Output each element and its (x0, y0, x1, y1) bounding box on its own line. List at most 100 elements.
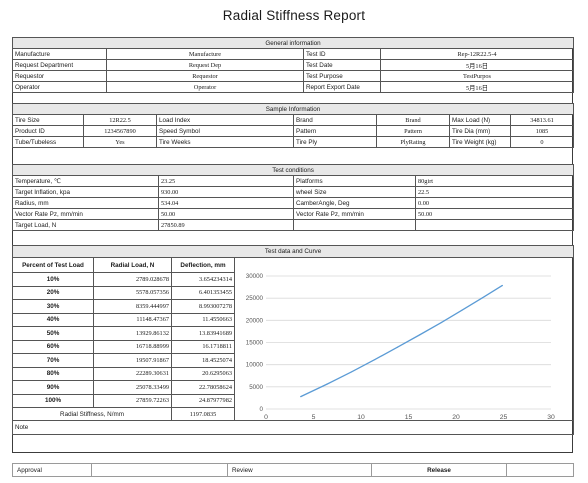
y-tick-label: 20000 (246, 317, 264, 324)
deflection-cell: 3.654234314 (171, 272, 235, 287)
col-header-radial-load: Radial Load, N (93, 257, 172, 273)
label-wheel-size: wheel Size (293, 186, 416, 198)
radial-stiffness-value: 1197.0835 (171, 407, 235, 421)
approval-field[interactable] (91, 463, 228, 477)
general-info-table: General information Manufacture Manufact… (12, 37, 574, 93)
y-tick-label: 25000 (246, 295, 264, 302)
table-row: 40% 11148.47367 11.4550663 (12, 312, 574, 327)
deflection-cell: 11.4550663 (171, 312, 235, 327)
x-tick-label: 30 (547, 414, 555, 421)
label-load-index: Load Index (156, 114, 294, 126)
value-target-load: 27850.89 (158, 219, 294, 231)
chart-data-point (501, 284, 503, 287)
label-camber-angle: CamberAngle, Deg (293, 197, 416, 209)
value-test-date: 5月16日 (380, 59, 574, 71)
label-speed-symbol: Speed Symbol (156, 125, 294, 137)
percent-cell: 100% (12, 393, 94, 408)
section-header-conditions: Test conditions (11, 164, 575, 176)
percent-cell: 70% (12, 353, 94, 368)
stiffness-chart: 0 5000 10000 15000 20000 25000 30000 0 5 10 15 20 2… (246, 273, 555, 421)
value-requestor: Requestor (106, 70, 304, 82)
y-tick-label: 30000 (246, 273, 264, 280)
radial-stiffness-label: Radial Stiffness, N/mm (12, 407, 172, 421)
radial-load-cell: 13929.86132 (93, 326, 172, 341)
label-max-load: Max Load (N) (449, 114, 511, 126)
radial-load-cell: 27859.72263 (93, 393, 172, 408)
label-target-inflation: Target Inflation, kpa (12, 186, 159, 198)
label-operator: Operator (12, 81, 107, 93)
chart-points (300, 284, 503, 398)
deflection-cell: 22.78058624 (171, 380, 235, 395)
label-report-export-date: Report Export Date (303, 81, 381, 93)
table-row: 30% 8359.444997 8.993007278 (12, 299, 574, 314)
deflection-cell: 16.1718811 (171, 339, 235, 354)
chart-data-point (326, 383, 328, 385)
value-tire-weight: 0 (510, 136, 574, 148)
y-tick-label: 15000 (246, 340, 264, 347)
table-row: 50% 13929.86132 13.83941689 (12, 326, 574, 341)
label-vector-rate-1: Vector Rate Pz, mm/min (12, 208, 159, 220)
note-label: Note (11, 420, 575, 435)
section-header-general: General information (12, 37, 574, 49)
percent-cell: 10% (12, 272, 94, 287)
test-data-table: Test data and Curve Percent of Test Load… (11, 245, 575, 435)
chart-data-point (374, 358, 376, 361)
value-vector-rate-2: 50.00 (414, 208, 575, 220)
deflection-cell: 20.6295063 (171, 366, 235, 381)
label-tire-ply: Tire Ply (293, 136, 377, 148)
value-pattern: Pattern (376, 125, 450, 137)
section-header-sample: Sample Information (12, 103, 574, 115)
deflection-cell: 18.4525074 (171, 353, 235, 368)
y-tick-label: 10000 (246, 362, 264, 369)
y-tick-label: 0 (260, 406, 264, 413)
label-vector-rate-2: Vector Rate Pz, mm/min (293, 208, 416, 220)
label-manufacture: Manufacture (12, 48, 107, 60)
value-report-export-date: 5月16日 (380, 81, 574, 93)
x-tick-label: 10 (357, 414, 365, 421)
radial-load-cell: 22289.30631 (93, 366, 172, 381)
label-test-id: Test ID (303, 48, 381, 60)
label-test-date: Test Date (303, 59, 381, 71)
label-temperature: Temperature, ℃ (12, 175, 159, 187)
value-wheel-size: 22.5 (414, 186, 575, 198)
table-row: 100% 27859.72263 24.87977982 (12, 393, 574, 408)
col-header-percent: Percent of Test Load (12, 257, 94, 273)
label-tire-weeks: Tire Weeks (156, 136, 294, 148)
chart-data-point (300, 396, 302, 398)
deflection-cell: 13.83941689 (171, 326, 235, 341)
table-row: 80% 22289.30631 20.6295063 (12, 366, 574, 381)
chart-data-point (440, 321, 442, 324)
radial-load-cell: 16718.88999 (93, 339, 172, 354)
chart-series-line (300, 284, 503, 398)
section-header-testdata: Test data and Curve (11, 245, 575, 258)
x-tick-label: 25 (500, 414, 508, 421)
label-product-id: Product ID (12, 125, 84, 137)
radial-load-cell: 8359.444997 (93, 299, 172, 314)
x-tick-label: 0 (264, 414, 268, 421)
value-test-id: Rep-12R22.5-4 (380, 48, 574, 60)
x-tick-label: 5 (312, 414, 316, 421)
chart-y-ticks: 0 5000 10000 15000 20000 25000 30000 (246, 273, 264, 413)
x-tick-label: 20 (452, 414, 460, 421)
label-tire-size: Tire Size (12, 114, 84, 126)
value-tire-ply: PlyRating (376, 136, 450, 148)
test-conditions-table: Test conditions Temperature, ℃ 23.25 Pla… (11, 164, 575, 231)
sample-info-table: Sample Information Tire Size 12R22.5 Loa… (12, 103, 574, 148)
label-target-load: Target Load, N (12, 219, 159, 231)
label-tire-dia: Tire Dia (mm) (449, 125, 511, 137)
value-tube-tubeless: Yes (83, 136, 157, 148)
table-row: 10% 2789.028678 3.654234314 (12, 272, 574, 287)
value-tire-size: 12R22.5 (83, 114, 157, 126)
value-operator: Operator (106, 81, 304, 93)
value-test-purpose: TestPurpos (380, 70, 574, 82)
chart-data-point (419, 334, 421, 336)
release-label: Release (371, 463, 507, 477)
release-field[interactable] (506, 463, 574, 477)
percent-cell: 20% (12, 285, 94, 300)
value-product-id: 1234567890 (83, 125, 157, 137)
deflection-cell: 8.993007278 (171, 299, 235, 314)
percent-cell: 90% (12, 380, 94, 395)
value-target-inflation: 930.00 (158, 186, 294, 198)
value-max-load: 34813.61 (510, 114, 574, 126)
deflection-cell: 24.87977982 (171, 393, 235, 408)
